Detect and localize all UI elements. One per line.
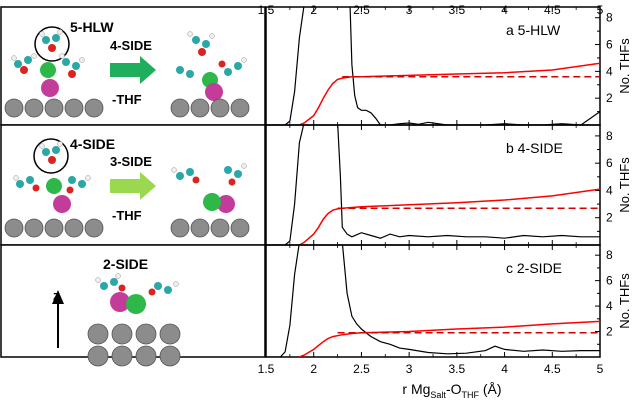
x-tick-label-top: 2.5 xyxy=(353,3,370,17)
y-tick-label: 8 xyxy=(606,11,613,25)
x-tick-label-bottom: 3 xyxy=(406,362,413,376)
x-tick-label-top: 4 xyxy=(501,3,508,17)
y-tick-label: 2 xyxy=(606,91,613,105)
y-tick-label: 4 xyxy=(606,64,613,78)
metal-surface xyxy=(87,323,181,367)
reaction-arrow xyxy=(110,172,156,200)
molecule-cluster xyxy=(11,53,85,97)
x-tick-label-bottom: 1.5 xyxy=(258,362,275,376)
x-axis-label-part: r Mg xyxy=(402,381,430,397)
z-axis-arrowhead xyxy=(52,290,64,304)
mg-atom xyxy=(203,193,221,211)
highlight-circle xyxy=(33,138,69,174)
y-axis-label: No. THFs xyxy=(617,157,632,213)
panel-title: 4-SIDE xyxy=(70,136,115,152)
metal-surface xyxy=(170,98,250,118)
mg-atom xyxy=(126,294,146,314)
y-tick-label: 2 xyxy=(606,325,613,339)
x-tick-label-bottom: 4 xyxy=(501,362,508,376)
x-tick-label-top: 3 xyxy=(406,3,413,17)
metal-surface xyxy=(4,98,104,118)
reaction-label: -THF xyxy=(112,208,142,223)
x-axis-label-part: THF xyxy=(462,390,480,400)
product-structure xyxy=(171,163,247,213)
molecule-thf xyxy=(39,141,63,164)
x-tick-label-bottom: 2 xyxy=(310,362,317,376)
left-panel-2side: 2-SIDE z xyxy=(52,256,181,367)
y-tick-label: 4 xyxy=(606,299,613,313)
rdf-line xyxy=(266,245,600,357)
left-panel-4side: 4-SIDE 3-SIDE -THF xyxy=(4,136,250,238)
series-group xyxy=(266,7,600,125)
left-panel-5hlw: 5-HLW 4-SIDE -THF xyxy=(4,19,250,118)
y-axis-label: No. THFs xyxy=(617,38,632,94)
metal-surface xyxy=(4,218,104,238)
product-structure xyxy=(176,31,247,101)
highlight-circle xyxy=(34,26,70,62)
panel-label: b 4-SIDE xyxy=(506,140,563,156)
y-tick-label: 6 xyxy=(606,274,613,288)
coordination-number-line xyxy=(299,320,600,357)
x-axis-label-part: -O xyxy=(446,381,462,397)
panel-title: 5-HLW xyxy=(70,19,114,35)
y-tick-label: 8 xyxy=(606,248,613,262)
x-axis-label-part: Salt xyxy=(430,390,446,400)
reaction-arrow xyxy=(110,56,156,84)
y-axis-label: No. THFs xyxy=(617,273,632,329)
chart-panel-1: 2 4 6 8 No. THFs a 5-HLW xyxy=(265,6,632,126)
reaction-product-label: 4-SIDE xyxy=(110,38,152,53)
x-tick-label-bottom: 4.5 xyxy=(544,362,561,376)
x-tick-label-bottom: 2.5 xyxy=(353,362,370,376)
metal-surface xyxy=(170,218,250,238)
z-axis-label: z xyxy=(53,288,60,303)
y-tick-label: 6 xyxy=(606,38,613,52)
series-group xyxy=(266,245,600,357)
molecule-cluster xyxy=(95,273,179,314)
reaction-product-label: 3-SIDE xyxy=(110,154,152,169)
chart-panel-3: 2 4 6 8 No. THFs c 2-SIDE xyxy=(265,244,632,358)
mg-atom xyxy=(40,62,56,78)
y-tick-label: 6 xyxy=(606,156,613,170)
series-group xyxy=(266,125,600,245)
molecule-cluster xyxy=(13,175,91,213)
x-tick-label-top: 5 xyxy=(597,3,604,17)
x-tick-label-bottom: 5 xyxy=(597,362,604,376)
panel-label: a 5-HLW xyxy=(506,22,561,38)
salt-atom xyxy=(217,195,235,213)
salt-atom xyxy=(205,83,223,101)
x-tick-label-top: 3.5 xyxy=(449,3,466,17)
x-tick-label-top: 2 xyxy=(310,3,317,17)
salt-atom xyxy=(53,195,71,213)
x-tick-label-top: 1.5 xyxy=(258,3,275,17)
coordination-number-line xyxy=(299,62,600,125)
mg-atom xyxy=(46,178,62,194)
salt-atom xyxy=(41,79,59,97)
y-tick-label: 4 xyxy=(606,183,613,197)
rdf-line xyxy=(266,125,600,245)
x-axis-label-part: (Å) xyxy=(479,381,502,397)
y-tick-label: 2 xyxy=(606,211,613,225)
panel-label: c 2-SIDE xyxy=(506,260,562,276)
molecule-thf xyxy=(39,29,63,52)
salt-atom xyxy=(110,292,130,312)
y-tick-label: 8 xyxy=(606,129,613,143)
chart-panel-2: 2 4 6 8 No. THFs b 4-SIDE xyxy=(265,124,632,246)
rdf-line xyxy=(266,7,600,125)
reaction-label: -THF xyxy=(112,92,142,107)
x-axis-label: r MgSalt-OTHF (Å) xyxy=(402,381,501,400)
panel-title: 2-SIDE xyxy=(103,256,148,272)
x-tick-label-top: 4.5 xyxy=(544,3,561,17)
x-tick-label-bottom: 3.5 xyxy=(449,362,466,376)
coordination-number-line xyxy=(299,188,600,245)
